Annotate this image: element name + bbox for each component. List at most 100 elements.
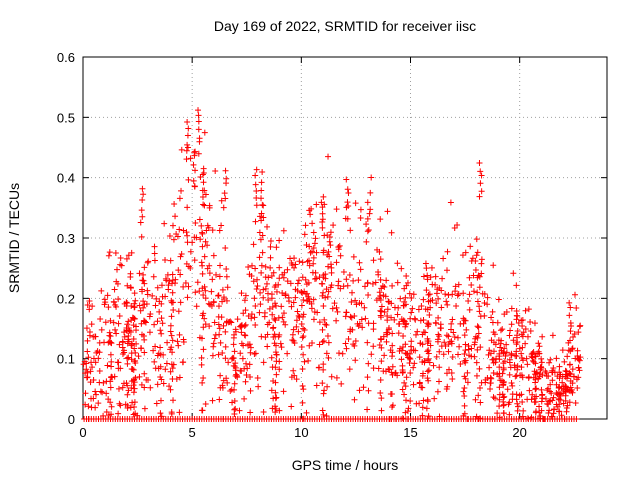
data-point xyxy=(180,227,187,234)
data-point xyxy=(342,340,349,347)
data-point xyxy=(423,405,430,412)
data-point xyxy=(294,308,301,315)
data-point xyxy=(270,324,277,331)
data-point xyxy=(455,281,462,288)
data-point xyxy=(573,376,580,383)
data-point xyxy=(346,272,353,279)
data-point xyxy=(424,306,431,313)
data-point xyxy=(443,385,450,392)
data-point xyxy=(158,376,165,383)
data-point xyxy=(490,262,497,269)
data-point xyxy=(368,174,375,181)
data-point xyxy=(357,214,364,221)
data-point xyxy=(107,351,114,358)
data-point xyxy=(265,297,272,304)
data-point xyxy=(343,345,350,352)
data-point xyxy=(125,318,132,325)
data-point xyxy=(215,303,222,310)
data-point xyxy=(241,395,248,402)
data-point xyxy=(272,409,279,416)
data-point xyxy=(199,270,206,277)
data-point xyxy=(506,371,513,378)
data-point xyxy=(546,407,553,414)
data-point xyxy=(111,373,118,380)
data-point xyxy=(185,283,192,290)
data-point xyxy=(549,377,556,384)
data-points xyxy=(80,107,584,422)
data-point xyxy=(340,283,347,290)
data-point xyxy=(477,384,484,391)
data-point xyxy=(477,180,484,187)
data-point xyxy=(123,325,130,332)
data-point xyxy=(84,337,91,344)
data-point xyxy=(115,385,122,392)
y-tick-label: 0.5 xyxy=(57,110,75,125)
data-point xyxy=(375,365,382,372)
data-point xyxy=(230,341,237,348)
data-point xyxy=(162,256,169,263)
data-point xyxy=(343,309,350,316)
data-point xyxy=(115,296,122,303)
data-point xyxy=(532,398,539,405)
data-point xyxy=(496,384,503,391)
data-point xyxy=(518,364,525,371)
data-point xyxy=(364,406,371,413)
data-point xyxy=(288,259,295,266)
data-point xyxy=(263,280,270,287)
data-point xyxy=(176,226,183,233)
data-point xyxy=(202,295,209,302)
data-point xyxy=(272,349,279,356)
data-point xyxy=(309,220,316,227)
data-point xyxy=(398,356,405,363)
chart-title: Day 169 of 2022, SRMTID for receiver iis… xyxy=(214,18,476,34)
data-point xyxy=(355,277,362,284)
data-point xyxy=(152,343,159,350)
data-point xyxy=(302,290,309,297)
data-point xyxy=(225,359,232,366)
data-point xyxy=(102,319,109,326)
data-point xyxy=(425,413,432,420)
data-point xyxy=(271,284,278,291)
data-point xyxy=(565,347,572,354)
data-point xyxy=(542,368,549,375)
data-point xyxy=(92,404,99,411)
data-point xyxy=(84,302,91,309)
data-point xyxy=(278,303,285,310)
data-point xyxy=(347,313,354,320)
data-point xyxy=(173,230,180,237)
data-point xyxy=(567,328,574,335)
data-point xyxy=(140,298,147,305)
data-point xyxy=(408,338,415,345)
data-point xyxy=(257,289,264,296)
data-point xyxy=(492,395,499,402)
data-point xyxy=(349,289,356,296)
data-point xyxy=(144,287,151,294)
data-point xyxy=(147,311,154,318)
data-point xyxy=(298,320,305,327)
data-point xyxy=(364,228,371,235)
data-point xyxy=(320,193,327,200)
data-point xyxy=(462,317,469,324)
data-point xyxy=(438,304,445,311)
data-point xyxy=(513,282,520,289)
data-point xyxy=(513,308,520,315)
data-point xyxy=(307,211,314,218)
data-point xyxy=(508,379,515,386)
data-point xyxy=(461,373,468,380)
data-point xyxy=(276,407,283,414)
data-point xyxy=(481,300,488,307)
data-point xyxy=(310,229,317,236)
data-point xyxy=(132,297,139,304)
data-point xyxy=(219,350,226,357)
data-point xyxy=(130,382,137,389)
data-point xyxy=(433,320,440,327)
data-point xyxy=(433,300,440,307)
data-point xyxy=(170,306,177,313)
data-point xyxy=(119,344,126,351)
data-point xyxy=(288,303,295,310)
data-point xyxy=(399,386,406,393)
grid-lines xyxy=(83,57,607,419)
data-point xyxy=(443,267,450,274)
data-point xyxy=(325,339,332,346)
data-point xyxy=(251,314,258,321)
